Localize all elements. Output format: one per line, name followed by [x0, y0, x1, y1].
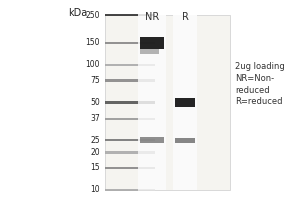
Bar — [138, 101, 155, 104]
Bar — [140, 137, 164, 143]
Bar — [105, 79, 138, 82]
Bar — [105, 118, 138, 120]
Bar — [105, 151, 138, 154]
Text: 37: 37 — [90, 114, 100, 123]
Text: 20: 20 — [90, 148, 100, 157]
Bar — [138, 189, 155, 191]
Bar — [138, 139, 155, 141]
Text: 2ug loading
NR=Non-
reduced
R=reduced: 2ug loading NR=Non- reduced R=reduced — [235, 62, 285, 106]
Bar — [138, 79, 155, 82]
Bar — [105, 42, 138, 44]
Bar — [105, 15, 230, 190]
Bar — [140, 49, 159, 54]
Text: 15: 15 — [90, 163, 100, 172]
Text: R: R — [182, 12, 188, 22]
Text: 25: 25 — [90, 136, 100, 145]
Bar — [175, 138, 195, 143]
Bar — [138, 151, 155, 154]
Bar — [138, 14, 155, 16]
Bar — [175, 98, 195, 107]
Bar — [105, 139, 138, 141]
Text: NR: NR — [145, 12, 159, 22]
Bar — [105, 64, 138, 66]
Bar — [138, 42, 155, 44]
Text: 10: 10 — [90, 186, 100, 194]
Text: 50: 50 — [90, 98, 100, 107]
Bar — [138, 64, 155, 66]
Text: kDa: kDa — [68, 8, 87, 18]
Bar — [105, 14, 138, 16]
Text: 150: 150 — [85, 38, 100, 47]
Bar — [105, 189, 138, 191]
Bar — [140, 37, 164, 49]
Bar — [105, 167, 138, 169]
Text: 250: 250 — [85, 10, 100, 20]
Text: 75: 75 — [90, 76, 100, 85]
Bar — [138, 167, 155, 169]
Bar — [105, 101, 138, 104]
Bar — [173, 15, 197, 190]
Bar — [138, 118, 155, 120]
Bar — [138, 15, 166, 190]
Text: 100: 100 — [85, 60, 100, 69]
